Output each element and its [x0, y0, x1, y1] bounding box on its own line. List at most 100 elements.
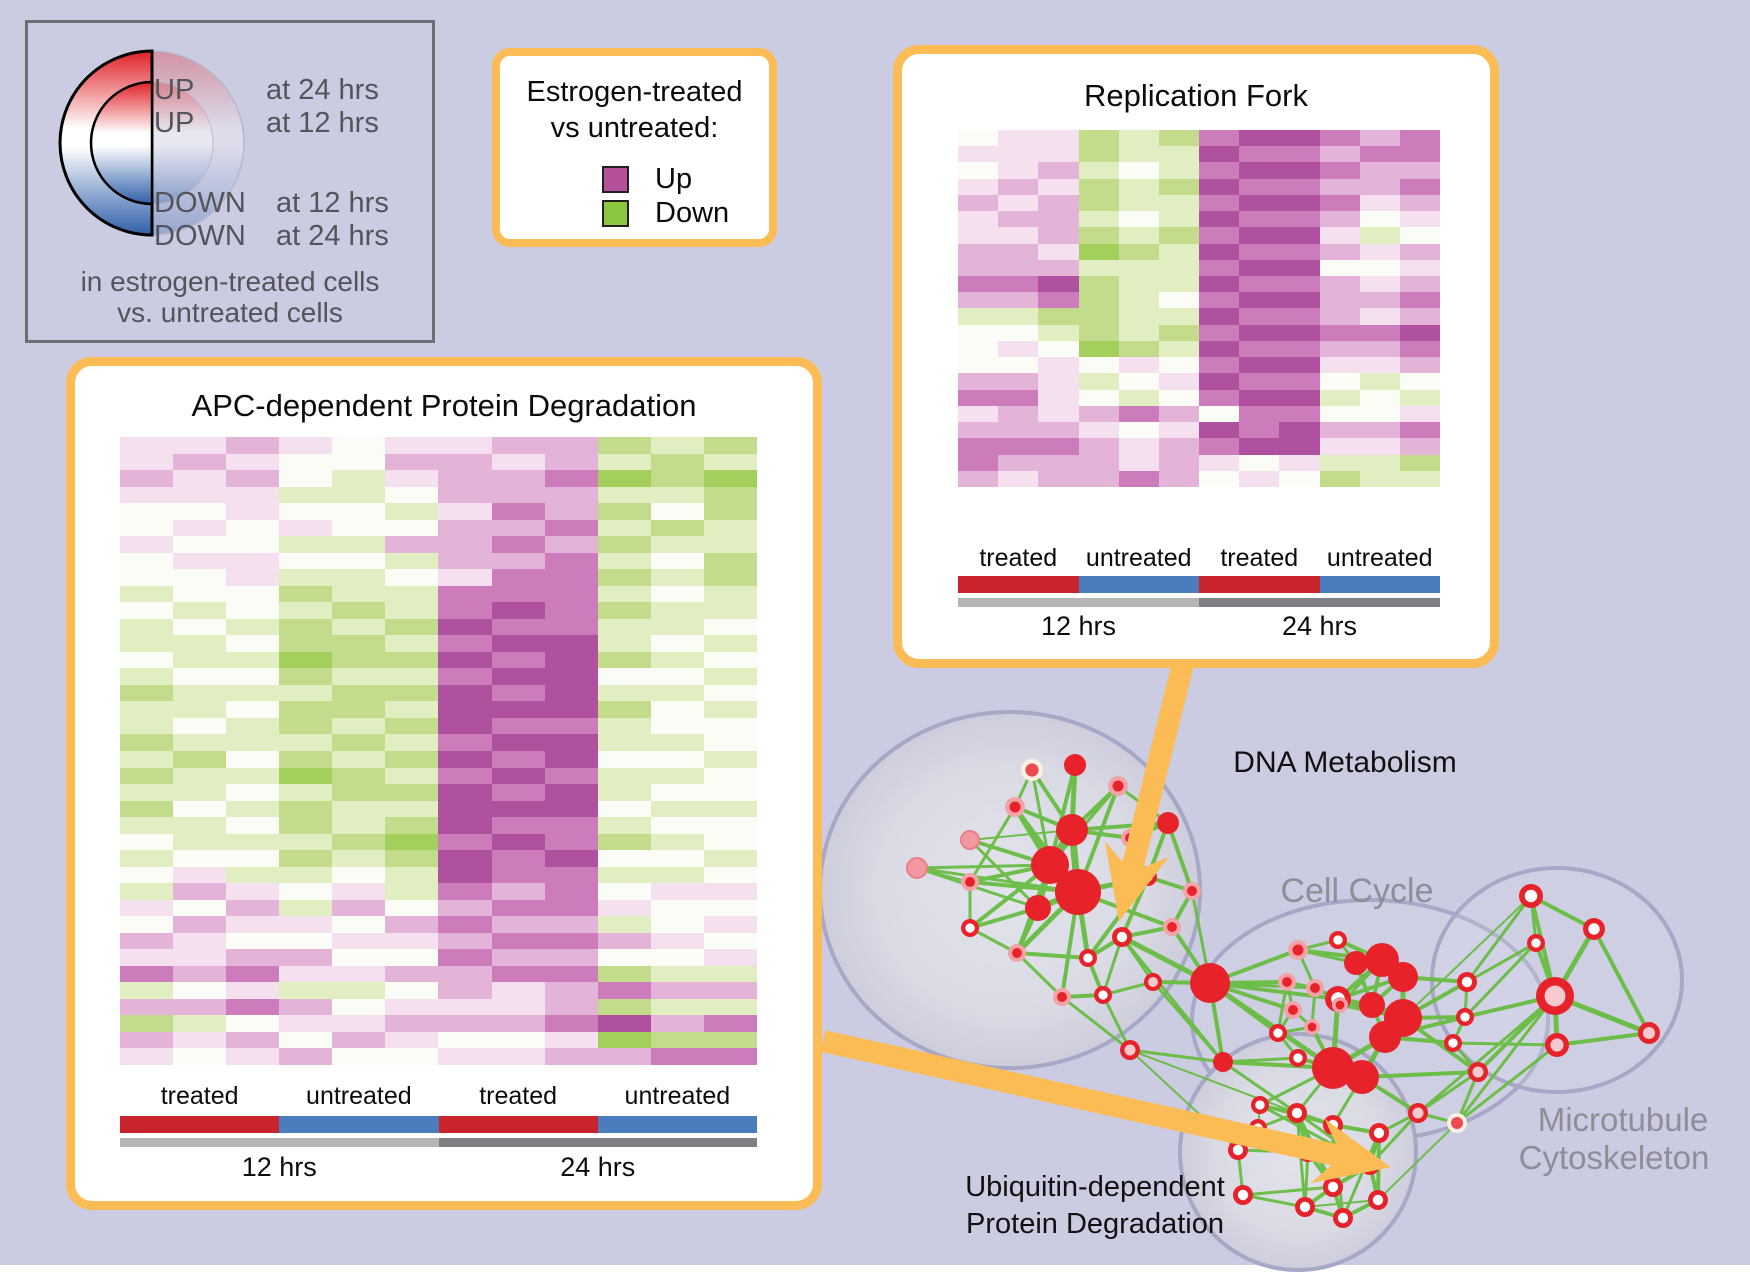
heatmap-cell — [1239, 422, 1280, 439]
heatmap-cell — [650, 1015, 704, 1032]
network-node-whitecore — [1112, 927, 1132, 947]
heatmap-cell — [226, 437, 280, 454]
heatmap-cell — [1078, 162, 1119, 179]
network-node-solid — [1190, 963, 1230, 1003]
network-node-solid — [1055, 869, 1101, 915]
network-node-whitecore — [1360, 1155, 1380, 1175]
heatmap-cell — [226, 1015, 280, 1032]
heatmap-cell — [1399, 146, 1440, 163]
heatmap-cell — [703, 569, 757, 586]
heatmap-cell — [1359, 130, 1400, 147]
network-node-whitecore — [1369, 1123, 1389, 1143]
heatmap-cell — [226, 701, 280, 718]
heatmap-cell — [703, 750, 757, 768]
heatmap-cell — [226, 717, 280, 735]
heatmap-cell — [998, 243, 1039, 260]
heatmap-cell — [650, 470, 704, 487]
heatmap-cell — [650, 784, 704, 801]
heatmap-cell — [385, 800, 439, 818]
heatmap-cell — [703, 800, 757, 818]
heatmap-cell — [1199, 470, 1240, 487]
heatmap-cell — [120, 684, 174, 702]
heatmap-cell — [385, 602, 439, 619]
network-node-solid — [1056, 814, 1088, 846]
heatmap-cell — [544, 784, 598, 801]
heatmap-cell — [438, 437, 492, 454]
heatmap-cell — [279, 998, 333, 1016]
heatmap-cell — [385, 784, 439, 801]
heatmap-cell — [1038, 405, 1079, 423]
heatmap-cell — [385, 750, 439, 768]
heatmap-cell — [332, 717, 386, 735]
heatmap-cell — [1158, 178, 1199, 195]
updown-row-dir: UP — [154, 107, 194, 139]
heatmap-cell — [1078, 146, 1119, 163]
heatmap-cell — [173, 734, 227, 751]
heatmap-cell — [1118, 340, 1159, 358]
heatmap-cell — [650, 701, 704, 718]
heatmap-cell — [1199, 227, 1240, 244]
heatmap-cell — [998, 211, 1039, 228]
heatmap-cell — [650, 437, 704, 454]
heatmap-cell — [279, 701, 333, 718]
heatmap-cell — [1038, 389, 1079, 406]
heatmap-cell — [1359, 470, 1400, 487]
heatmap-cell — [650, 651, 704, 669]
heatmap-cell — [597, 800, 651, 818]
heatmap-cell — [1199, 324, 1240, 341]
heatmap-cell — [1118, 259, 1159, 277]
heatmap-cell — [1239, 438, 1280, 455]
heatmap-cell — [1199, 194, 1240, 212]
heatmap-cell — [1078, 259, 1119, 277]
heatmap-cell — [385, 734, 439, 751]
network-node-whitecore — [961, 919, 979, 937]
heatmap-cell — [1399, 324, 1440, 341]
treatment-bar-segment — [120, 1116, 280, 1133]
group-label: untreated — [306, 1082, 412, 1110]
updown-row-dir: UP — [154, 74, 194, 106]
heatmap-cell — [1359, 178, 1400, 195]
heatmap-cell — [491, 899, 545, 917]
network-node-solid — [1157, 812, 1179, 834]
heatmap-cell — [1319, 389, 1360, 406]
heatmap-cell — [597, 767, 651, 785]
heatmap-cell — [1319, 373, 1360, 390]
heatmap-cell — [1319, 211, 1360, 228]
repfork-time-colorbar — [958, 598, 1440, 607]
heatmap-cell — [1239, 405, 1280, 423]
heatmap-cell — [998, 227, 1039, 244]
heatmap-cell — [1319, 405, 1360, 423]
heatmap-cell — [1078, 340, 1119, 358]
heatmap-cell — [279, 916, 333, 933]
heatmap-cell — [597, 618, 651, 636]
heatmap-cell — [650, 684, 704, 702]
repfork-heatmap-panel: Replication Fork treated untreated treated… — [893, 45, 1499, 668]
heatmap-cell — [703, 982, 757, 999]
heatmap-cell — [1359, 454, 1400, 471]
inner-ring-right-half — [151, 81, 214, 205]
heatmap-cell — [120, 585, 174, 603]
heatmap-cell — [1319, 178, 1360, 195]
heatmap-cell — [438, 602, 492, 619]
heatmap-cell — [385, 932, 439, 950]
heatmap-cell — [650, 734, 704, 751]
heatmap-cell — [597, 701, 651, 718]
heatmap-cell — [597, 883, 651, 900]
heatmap-cell — [491, 536, 545, 553]
heatmap-cell — [1118, 227, 1159, 244]
heatmap-cell — [1158, 276, 1199, 293]
heatmap-cell — [1038, 211, 1079, 228]
heatmap-cell — [1199, 130, 1240, 147]
heatmap-cell — [438, 899, 492, 917]
heatmap-cell — [491, 684, 545, 702]
heatmap-cell — [703, 916, 757, 933]
treatment-bar-segment — [958, 576, 1079, 593]
heatmap-cell — [1158, 292, 1199, 309]
heatmap-cell — [491, 470, 545, 487]
heatmap-cell — [1078, 454, 1119, 471]
heatmap-cell — [120, 767, 174, 785]
heatmap-cell — [438, 536, 492, 553]
heatmap-cell — [120, 552, 174, 570]
network-node-whitecore — [1233, 1185, 1253, 1205]
heatmap-cell — [1118, 405, 1159, 423]
